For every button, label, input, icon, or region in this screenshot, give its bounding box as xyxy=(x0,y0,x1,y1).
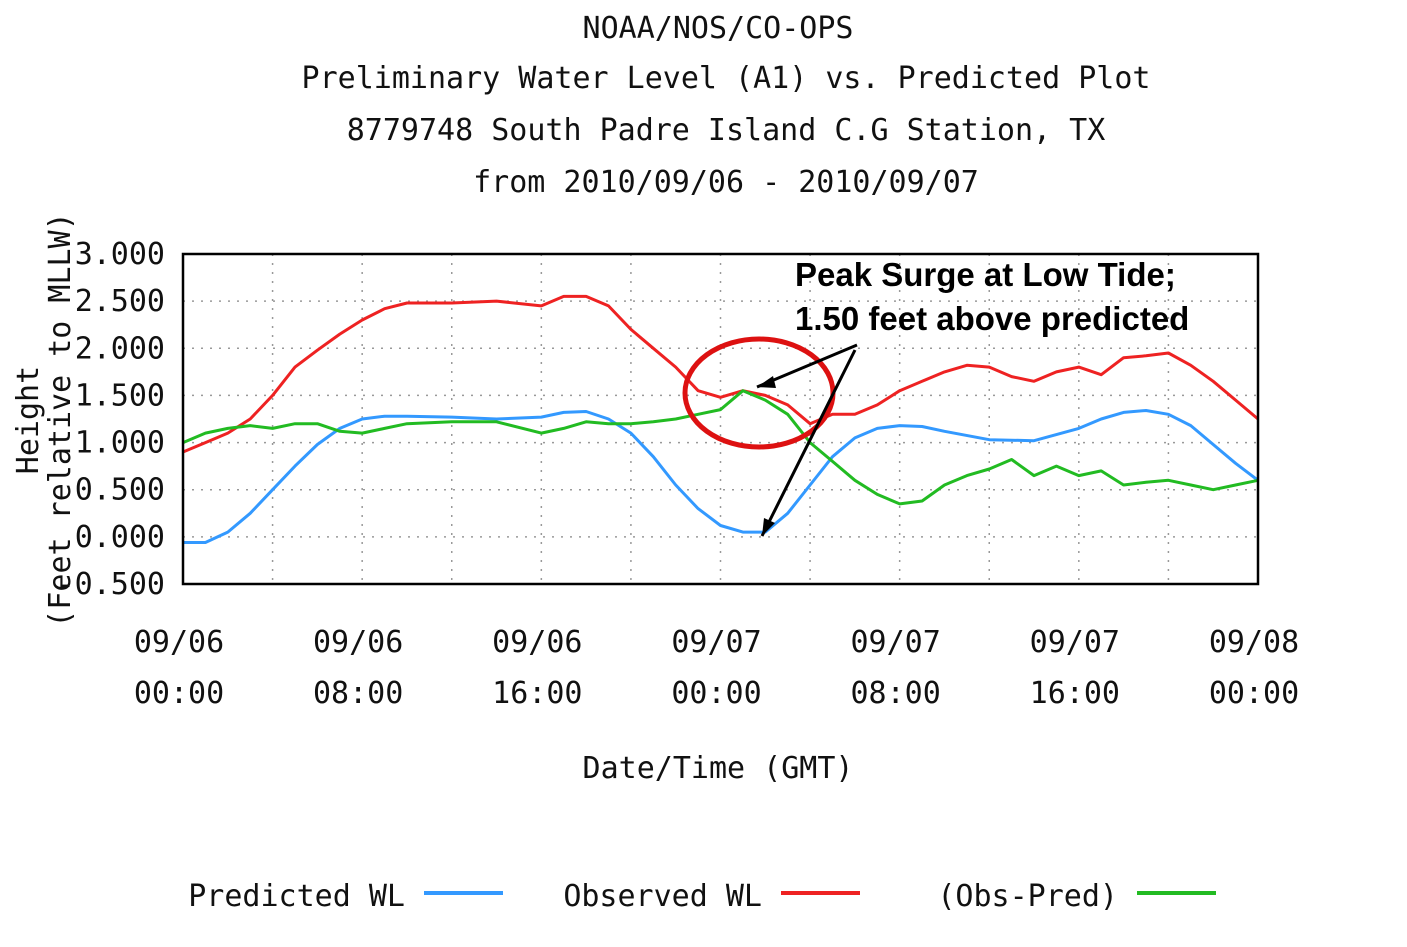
x-tick-time: 00:00 xyxy=(1209,676,1299,711)
y-tick-label: 1.500 xyxy=(75,378,165,413)
y-tick-label: 2.000 xyxy=(75,331,165,366)
x-tick-label: 09/07 08:00 xyxy=(851,625,941,711)
x-tick-labels: 09/06 00:00 09/06 08:00 09/06 16:00 09/07 00:00… xyxy=(134,625,1299,711)
x-tick-date: 09/06 xyxy=(134,625,224,660)
series-line-observed xyxy=(182,294,1259,454)
chart-title-station: 8779748 South Padre Island C.G Station, … xyxy=(347,113,1106,148)
x-tick-time: 16:00 xyxy=(1030,676,1120,711)
x-tick-date: 09/07 xyxy=(671,625,761,660)
legend: Predicted WL Observed WL (Obs-Pred) xyxy=(188,879,1216,914)
x-tick-date: 09/07 xyxy=(851,625,941,660)
chart-title-agency: NOAA/NOS/CO-OPS xyxy=(583,11,854,46)
y-tick-labels: 3.000 2.500 2.000 1.500 1.000 0.500 0.000 -0.50… xyxy=(57,237,165,602)
legend-label-obs-pred: (Obs-Pred) xyxy=(937,879,1118,914)
x-tick-label: 09/06 16:00 xyxy=(492,625,582,711)
grid-lines xyxy=(183,254,1258,584)
annotation-text-line1: Peak Surge at Low Tide; xyxy=(795,256,1176,293)
legend-item-observed: Observed WL xyxy=(563,879,860,914)
annotation-arrowhead-lowtide xyxy=(762,518,775,536)
chart-title-plot: Preliminary Water Level (A1) vs. Predict… xyxy=(302,61,1151,96)
x-tick-label: 09/06 00:00 xyxy=(134,625,224,711)
annotation-text-line2: 1.50 feet above predicted xyxy=(795,300,1189,337)
y-tick-label: 1.000 xyxy=(75,426,165,461)
x-tick-label: 09/08 00:00 xyxy=(1209,625,1299,711)
plot-area-frame xyxy=(181,252,1260,586)
series-line-predicted xyxy=(183,409,1259,544)
x-tick-label: 09/06 08:00 xyxy=(313,625,403,711)
x-tick-date: 09/06 xyxy=(313,625,403,660)
x-tick-time: 16:00 xyxy=(492,676,582,711)
legend-label-observed: Observed WL xyxy=(563,879,762,914)
chart-title-daterange: from 2010/09/06 - 2010/09/07 xyxy=(473,165,979,200)
x-tick-label: 09/07 00:00 xyxy=(671,625,761,711)
x-tick-date: 09/06 xyxy=(492,625,582,660)
y-tick-label: 3.000 xyxy=(75,237,165,272)
x-tick-time: 08:00 xyxy=(313,676,403,711)
annotation-arrow-lowtide xyxy=(760,349,857,537)
series-lines xyxy=(182,294,1259,544)
x-tick-label: 09/07 16:00 xyxy=(1030,625,1120,711)
peak-surge-annotation: Peak Surge at Low Tide; 1.50 feet above … xyxy=(682,256,1189,537)
x-tick-date: 09/08 xyxy=(1209,625,1299,660)
y-tick-label: 2.500 xyxy=(75,284,165,319)
y-tick-label: 0.000 xyxy=(75,520,165,555)
x-tick-date: 09/07 xyxy=(1030,625,1120,660)
x-axis-label: Date/Time (GMT) xyxy=(583,751,854,786)
legend-item-obs-pred: (Obs-Pred) xyxy=(937,879,1216,914)
annotation-arrowhead-peak xyxy=(757,376,776,388)
x-tick-time: 00:00 xyxy=(134,676,224,711)
y-axis-label: Height (Feet relative to MLLW) xyxy=(11,212,78,627)
y-axis-label-line1: Height xyxy=(11,366,46,474)
series-line-obs-pred xyxy=(182,389,1259,506)
legend-item-predicted: Predicted WL xyxy=(188,879,503,914)
legend-label-predicted: Predicted WL xyxy=(188,879,405,914)
y-tick-label: 0.500 xyxy=(75,473,165,508)
x-tick-time: 08:00 xyxy=(851,676,941,711)
y-axis-label-line2: (Feet relative to MLLW) xyxy=(43,212,78,627)
x-tick-time: 00:00 xyxy=(671,676,761,711)
y-tick-label: -0.500 xyxy=(57,567,165,602)
